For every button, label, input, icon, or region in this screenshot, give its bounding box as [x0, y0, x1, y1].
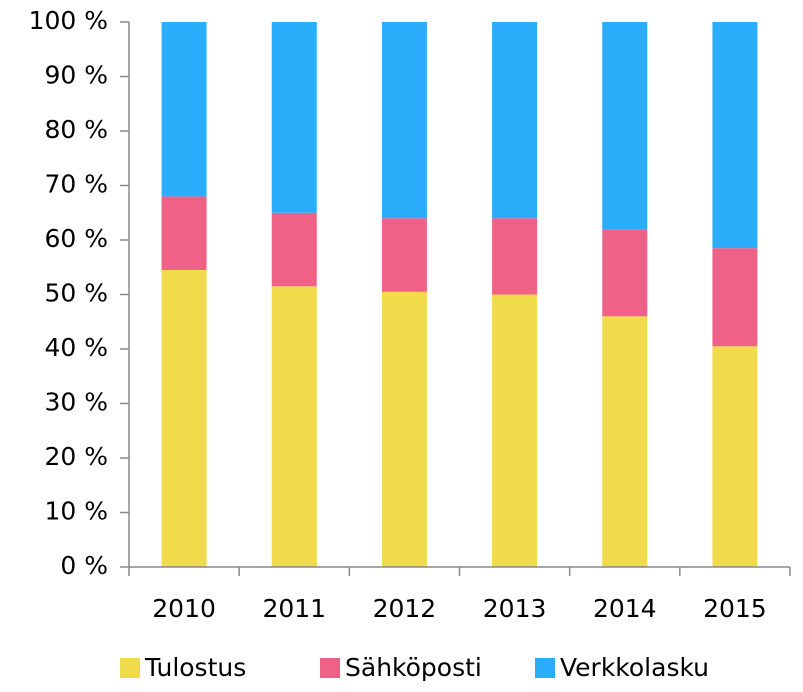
y-tick-label: 40 % [44, 333, 108, 362]
bar-segment [492, 22, 538, 219]
y-tick-label: 10 % [44, 497, 108, 526]
bar-segment [381, 218, 427, 292]
legend-swatch [320, 658, 340, 678]
y-tick-label: 90 % [44, 61, 108, 90]
legend-swatch [535, 658, 555, 678]
legend-label: Sähköposti [345, 653, 482, 682]
bar-segment [602, 316, 648, 567]
bar-segment [271, 22, 317, 213]
y-tick-label: 60 % [44, 224, 108, 253]
x-tick-label: 2011 [262, 594, 326, 623]
bar-segment [271, 286, 317, 567]
x-tick-label: 2012 [373, 594, 437, 623]
legend-label: Tulostus [144, 653, 246, 682]
bar-segment [712, 248, 758, 347]
y-tick-label: 80 % [44, 115, 108, 144]
y-tick-label: 70 % [44, 170, 108, 199]
bar-segment [161, 196, 207, 270]
y-tick-label: 30 % [44, 388, 108, 417]
x-tick-label: 2014 [593, 594, 657, 623]
y-tick-label: 50 % [44, 279, 108, 308]
bar-segment [492, 218, 538, 295]
bar-segment [712, 346, 758, 567]
bar-segment [161, 22, 207, 197]
bar-segment [271, 212, 317, 287]
bar-segment [381, 291, 427, 567]
bar-segment [712, 22, 758, 249]
y-tick-label: 0 % [60, 551, 108, 580]
bar-segment [602, 229, 648, 317]
x-tick-label: 2010 [152, 594, 216, 623]
bar-segment [492, 294, 538, 567]
legend-label: Verkkolasku [560, 653, 709, 682]
legend-swatch [120, 658, 140, 678]
x-tick-label: 2013 [483, 594, 547, 623]
bar-segment [602, 22, 648, 230]
y-tick-label: 100 % [29, 6, 108, 35]
x-tick-label: 2015 [703, 594, 767, 623]
bar-segment [381, 22, 427, 219]
bar-segment [161, 269, 207, 567]
y-tick-label: 20 % [44, 442, 108, 471]
